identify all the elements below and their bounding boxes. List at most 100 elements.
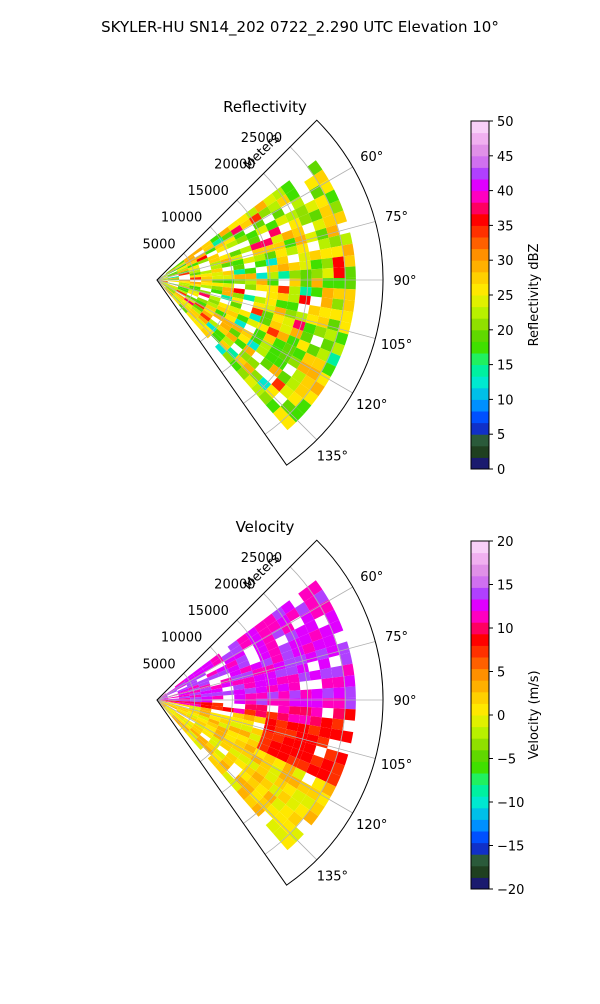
echo-cell [190,276,202,280]
echo-cell [183,253,194,262]
echo-cell [191,305,202,315]
echo-cell [277,705,290,714]
echo-cell [232,292,245,300]
range-ring [243,593,309,824]
echo-cell [198,680,210,687]
echo-cell [178,702,190,706]
echo-cell [210,684,223,690]
echo-cell [285,608,300,622]
echo-cell [248,312,262,323]
echo-cell [203,306,215,316]
colorbar-swatch [471,387,489,400]
echo-cell [280,180,295,195]
echo-cell [311,357,327,372]
echo-cell [288,681,301,691]
echo-cell [256,692,268,699]
echo-cell [254,783,269,797]
echo-cell [334,331,349,346]
echo-cell [264,250,277,260]
echo-cell [200,689,212,695]
colorbar-swatch [471,622,489,635]
echo-cell [323,748,338,762]
echo-cell [222,706,234,713]
echo-cell [195,719,207,727]
echo-cell [265,639,279,652]
azimuth-tick-label: 75° [385,630,408,645]
echo-cell [166,284,178,290]
echo-cell [320,717,333,729]
echo-cell [168,698,180,700]
echo-cell [230,224,243,236]
colorbar-tick-label: −20 [497,883,524,898]
echo-cell [199,686,212,692]
echo-cell [280,600,295,615]
range-ring [178,253,196,312]
echo-cell [188,289,200,295]
echo-cell [333,277,345,289]
echo-cell [265,804,280,819]
echo-cell [197,314,209,325]
echo-cell [233,688,246,695]
echo-cell [167,700,180,703]
echo-cell [222,270,235,276]
echo-cell [189,281,202,285]
echo-cell [330,245,344,258]
echo-cell [256,278,268,286]
echo-cell [289,690,301,699]
echo-cell [200,273,213,277]
echo-cell [334,751,349,766]
echo-cell [270,233,284,245]
echo-cell [243,714,256,722]
echo-cell [203,726,215,736]
echo-cell [201,660,213,670]
colorbar-swatch [471,364,489,377]
echo-cell [225,331,238,343]
echo-cell [225,659,238,669]
echo-cell [227,664,240,673]
echo-cell [307,305,321,317]
range-tick-label: 20000 [214,577,255,592]
echo-cell [343,708,356,721]
echo-cell [344,277,356,290]
echo-cell [222,771,235,784]
echo-cell [285,796,301,812]
azimuth-tick-label: 90° [393,274,416,289]
echo-cell [202,663,215,673]
echo-cell [192,303,204,313]
echo-cell [219,321,232,332]
echo-cell [259,316,272,327]
echo-cell [211,282,224,287]
echo-cell [189,705,201,710]
echo-cell [234,318,247,329]
echo-cell [299,610,315,625]
echo-cell [306,343,321,358]
echo-cell [292,319,306,331]
echo-cell [232,712,245,720]
echo-cell [298,251,311,262]
echo-cell [176,709,187,717]
echo-cell [226,309,239,319]
echo-cell [238,309,251,319]
colorbar-swatch [471,842,489,855]
echo-cell [167,277,180,280]
echo-cell [211,702,224,707]
echo-cell [164,287,173,297]
echo-cell [237,659,251,670]
azimuth-spoke [156,586,353,701]
echo-cell [214,763,227,776]
echo-cell [243,294,256,302]
echo-cell [289,327,304,340]
echo-cell [278,349,293,364]
colorbar-swatch [471,726,489,739]
echo-cell [211,752,223,764]
echo-cell [312,218,326,232]
colorbar-swatch [471,807,489,820]
echo-cell [282,316,296,328]
azimuth-spoke [156,166,353,281]
echo-cell [177,706,189,711]
echo-cell [321,257,334,269]
echo-cell [332,256,345,268]
azimuth-spoke [156,699,318,861]
echo-cell [322,698,334,709]
echo-cell [250,753,264,766]
